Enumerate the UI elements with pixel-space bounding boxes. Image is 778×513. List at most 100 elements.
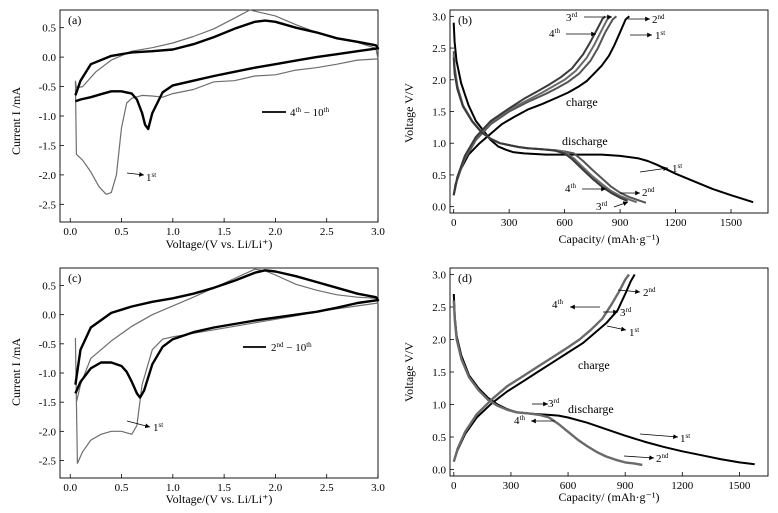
ylabel-d: Voltage V/V xyxy=(402,342,416,402)
annotation-c-1st: 1st xyxy=(153,421,163,434)
y-tick-label: -0.5 xyxy=(39,82,57,94)
svg-text:2nd: 2nd xyxy=(643,286,656,299)
series-c xyxy=(74,268,380,464)
x-tick-label: 1200 xyxy=(671,480,694,492)
y-tick-label: 0.0 xyxy=(432,465,446,477)
x-tick-label: 1500 xyxy=(728,480,751,492)
svg-text:1st: 1st xyxy=(672,162,682,175)
series-b xyxy=(452,15,754,204)
x-tick-label: 2.5 xyxy=(320,226,334,238)
xlabel-d: Capacity/ (mAh·g⁻¹) xyxy=(559,490,660,504)
y-tick-label: 1.0 xyxy=(432,138,446,150)
y-tick-label: 0.5 xyxy=(42,281,56,293)
x-tick-label: 900 xyxy=(612,217,629,229)
y-tick-label: -0.5 xyxy=(39,339,57,351)
xlabel-a: Voltage/(V vs. Li/Li⁺) xyxy=(166,237,273,251)
y-tick-label: 0.5 xyxy=(432,170,446,182)
svg-text:4th: 4th xyxy=(565,182,576,195)
annotations-b: 3rd 2nd 4th 1st 1st 4th 2nd 3rd xyxy=(549,11,682,213)
panel-d: 0 300 600 900 1200 15003.02.52.01.51.00.50.0 … xyxy=(402,267,769,504)
svg-text:1st: 1st xyxy=(680,432,690,445)
annotation-arrow-c-1st xyxy=(126,420,151,429)
charge-label-b: charge xyxy=(566,95,598,109)
plot-frame-a xyxy=(59,9,379,223)
x-tick-label: 0.0 xyxy=(63,482,77,494)
y-tick-label: 2.0 xyxy=(432,335,446,347)
y-tick-label: -2.5 xyxy=(39,199,57,211)
discharge-label-b: discharge xyxy=(562,134,608,148)
ylabel-c: Current I /mA xyxy=(9,338,23,406)
y-tick-label: 1.0 xyxy=(432,400,446,412)
xlabel-b: Capacity/ (mAh·g⁻¹) xyxy=(559,232,660,246)
series-line-1st-discharge xyxy=(452,293,755,466)
x-tick-label: 1.0 xyxy=(166,226,180,238)
series-line-2nd-discharge xyxy=(452,51,647,204)
series-line-2nd-discharge xyxy=(452,300,643,467)
annotation-a-1st: 1st xyxy=(146,171,156,184)
xlabel-c: Voltage/(V vs. Li/Li⁺) xyxy=(166,492,273,506)
series-line-4th-10th xyxy=(74,19,380,131)
panel-b: 0 300 600 900 1200 15003.02.52.01.51.00.50.0 … xyxy=(402,9,769,246)
y-tick-label: -1.5 xyxy=(39,397,57,409)
x-tick-label: 1.0 xyxy=(166,482,180,494)
panel-a: 0.0 0.5 1.0 1.5 2.0 2.5 3.0 0.5 0.0 -0.5 -1.0 -1.5 -… xyxy=(9,9,386,251)
y-tick-label: -2.0 xyxy=(39,426,57,438)
panel-label-d: (d) xyxy=(458,271,472,285)
svg-text:4th: 4th xyxy=(552,298,563,311)
panel-c: 0.0 0.5 1.0 1.5 2.0 2.5 3.0 0.5 0.0 -0.5 -1.0 -1.5 -… xyxy=(9,267,386,506)
ticks-c: 0.0 0.5 1.0 1.5 2.0 2.5 3.0 0.5 0.0 -0.5 -1.0 -1.5 -… xyxy=(39,281,386,495)
series-line-2nd-10th xyxy=(74,269,380,399)
legend-text-a: 4th − 10th xyxy=(290,106,330,119)
svg-text:3rd: 3rd xyxy=(596,200,608,213)
x-tick-label: 2.0 xyxy=(269,226,283,238)
x-tick-label: 1200 xyxy=(665,217,688,229)
x-tick-label: 2.5 xyxy=(320,482,334,494)
y-tick-label: 0.5 xyxy=(432,432,446,444)
y-tick-label: -2.0 xyxy=(39,170,57,182)
x-tick-label: 0.5 xyxy=(115,226,129,238)
ticks-d: 0 300 600 900 1200 1500 3.0 2.5 2.0 1.5 1.0 0.5 0.0 xyxy=(432,270,751,493)
panel-label-c: (c) xyxy=(68,271,81,285)
series-line-1st-charge xyxy=(452,273,636,463)
x-tick-label: 0 xyxy=(451,217,457,229)
y-tick-label: 1.5 xyxy=(432,107,446,119)
series-line-1st xyxy=(74,268,379,464)
svg-text:2nd: 2nd xyxy=(652,13,665,26)
series-line-2nd-charge xyxy=(452,273,630,463)
y-tick-label: 3.0 xyxy=(432,11,446,23)
panel-label-a: (a) xyxy=(68,13,81,27)
series-line-1st-discharge xyxy=(452,22,754,204)
y-tick-label: 2.5 xyxy=(432,302,446,314)
series-line-1st xyxy=(74,9,379,195)
charge-label-d: charge xyxy=(578,358,610,372)
ylabel-b: Voltage V/V xyxy=(402,83,416,143)
svg-text:3rd: 3rd xyxy=(548,397,560,410)
panel-label-b: (b) xyxy=(458,13,472,27)
plot-frame-c xyxy=(59,267,379,479)
ticks-b: 0 300 600 900 1200 1500 3.0 2.5 2.0 1.5 1.0 0.5 0.0 xyxy=(432,11,742,229)
ticks-a: 0.0 0.5 1.0 1.5 2.0 2.5 3.0 0.5 0.0 -0.5 -1.0 -1.5 -… xyxy=(39,23,386,238)
svg-text:4th: 4th xyxy=(549,27,560,40)
annotation-arrow-a-1st xyxy=(126,172,145,177)
x-tick-label: 3.0 xyxy=(371,226,385,238)
series-a xyxy=(74,9,380,195)
y-tick-label: -1.0 xyxy=(39,111,57,123)
x-tick-label: 600 xyxy=(556,217,573,229)
svg-text:2nd: 2nd xyxy=(642,186,655,199)
svg-text:3rd: 3rd xyxy=(620,306,632,319)
x-tick-label: 900 xyxy=(617,480,634,492)
y-tick-label: 0.5 xyxy=(42,23,56,35)
x-tick-label: 0.0 xyxy=(63,226,77,238)
x-tick-label: 1500 xyxy=(720,217,743,229)
y-tick-label: 0.0 xyxy=(42,310,56,322)
x-tick-label: 1.5 xyxy=(217,226,231,238)
svg-text:1st: 1st xyxy=(629,326,639,339)
y-tick-label: 0.0 xyxy=(42,52,56,64)
legend-text-c: 2nd − 10th xyxy=(271,341,312,354)
y-tick-label: -1.5 xyxy=(39,140,57,152)
ylabel-a: Current I /mA xyxy=(9,87,23,155)
discharge-label-d: discharge xyxy=(568,402,614,416)
x-tick-label: 3.0 xyxy=(371,482,385,494)
y-tick-label: 1.5 xyxy=(432,367,446,379)
x-tick-label: 2.0 xyxy=(269,482,283,494)
